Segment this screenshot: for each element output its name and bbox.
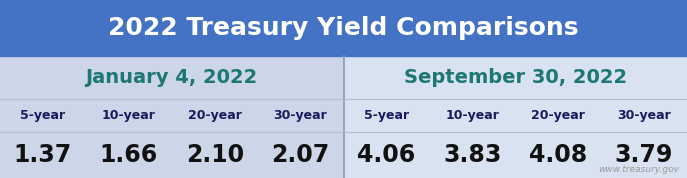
Text: 4.06: 4.06: [357, 143, 416, 167]
Text: 2022 Treasury Yield Comparisons: 2022 Treasury Yield Comparisons: [109, 16, 578, 40]
Text: 2.07: 2.07: [271, 143, 330, 167]
Text: 5-year: 5-year: [21, 109, 65, 122]
Text: 1.37: 1.37: [14, 143, 72, 167]
Text: 10-year: 10-year: [445, 109, 499, 122]
Text: www.treasury.gov: www.treasury.gov: [598, 165, 679, 174]
Text: 3.79: 3.79: [615, 143, 673, 167]
Text: 10-year: 10-year: [102, 109, 156, 122]
Text: 1.66: 1.66: [100, 143, 158, 167]
Bar: [0, 99, 344, 132]
Bar: [0, 0, 687, 56]
Bar: [0, 132, 344, 178]
Text: January 4, 2022: January 4, 2022: [86, 68, 258, 87]
Text: September 30, 2022: September 30, 2022: [404, 68, 627, 87]
Text: 5-year: 5-year: [364, 109, 409, 122]
Text: 20-year: 20-year: [188, 109, 242, 122]
Bar: [0, 56, 344, 99]
Text: 4.08: 4.08: [529, 143, 587, 167]
Bar: [344, 56, 687, 99]
Text: 2.10: 2.10: [185, 143, 244, 167]
Text: 3.83: 3.83: [443, 143, 502, 167]
Text: 30-year: 30-year: [273, 109, 328, 122]
Bar: [344, 132, 687, 178]
Text: 30-year: 30-year: [617, 109, 671, 122]
Text: 20-year: 20-year: [531, 109, 585, 122]
Bar: [344, 99, 687, 132]
